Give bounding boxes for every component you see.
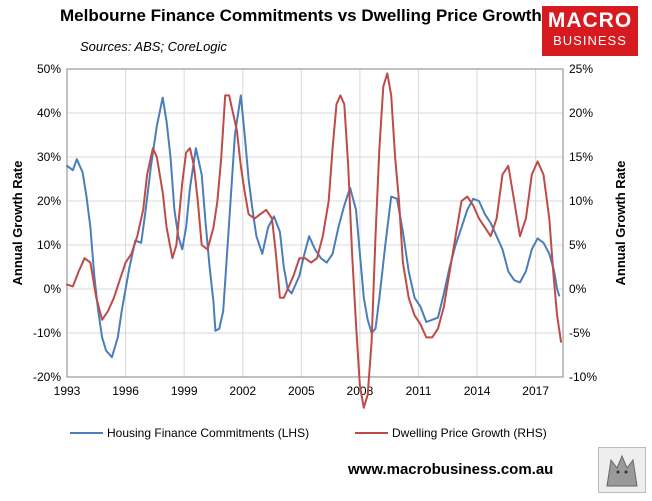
- plot-area-border: [66, 68, 564, 378]
- right-tick-label: 25%: [569, 62, 593, 76]
- right-tick-label: 0%: [569, 282, 587, 296]
- left-tick-label: -10%: [33, 326, 61, 340]
- right-tick-label: 20%: [569, 106, 593, 120]
- left-axis-ticks: 50% 40% 30% 20% 10% 0% -10% -20%: [33, 62, 61, 384]
- series-line-dwelling-price: [66, 72, 562, 409]
- legend: Housing Finance Commitments (LHS) Dwelli…: [70, 426, 547, 440]
- wolf-logo-icon: [598, 447, 646, 493]
- left-tick-label: 0%: [44, 282, 62, 296]
- left-tick-label: 40%: [37, 106, 61, 120]
- macrobusiness-logo: MACRO BUSINESS: [542, 6, 638, 56]
- left-axis-title: Annual Growth Rate: [10, 161, 25, 286]
- right-tick-label: 5%: [569, 238, 587, 252]
- right-axis-title: Annual Growth Rate: [613, 161, 628, 286]
- website-url: www.macrobusiness.com.au: [348, 461, 554, 478]
- series-line-housing-finance: [66, 94, 561, 359]
- series-lines: [66, 72, 562, 409]
- left-tick-label: -20%: [33, 370, 61, 384]
- chart-subtitle: Sources: ABS; CoreLogic: [80, 39, 227, 54]
- left-tick-label: 30%: [37, 150, 61, 164]
- x-tick-label: 2011: [406, 384, 432, 398]
- x-tick-label: 2017: [522, 384, 549, 398]
- right-tick-label: 15%: [569, 150, 593, 164]
- x-tick-label: 1999: [171, 384, 198, 398]
- right-tick-label: 10%: [569, 194, 593, 208]
- x-tick-label: 2014: [464, 384, 491, 398]
- logo-line-1: MACRO: [547, 9, 633, 32]
- x-tick-label: 1996: [112, 384, 139, 398]
- gridlines: [66, 68, 563, 378]
- x-tick-label: 2002: [229, 384, 256, 398]
- chart-title: Melbourne Finance Commitments vs Dwellin…: [60, 6, 542, 25]
- right-tick-label: -5%: [569, 326, 591, 340]
- logo-line-2: BUSINESS: [553, 33, 627, 48]
- right-tick-label: -10%: [569, 370, 597, 384]
- x-tick-label: 2005: [288, 384, 315, 398]
- left-tick-label: 50%: [37, 62, 61, 76]
- right-axis-ticks: 25% 20% 15% 10% 5% 0% -5% -10%: [569, 62, 597, 384]
- legend-label-rhs: Dwelling Price Growth (RHS): [392, 426, 547, 440]
- left-tick-label: 20%: [37, 194, 61, 208]
- x-tick-label: 1993: [54, 384, 81, 398]
- left-tick-label: 10%: [37, 238, 61, 252]
- x-axis-ticks: 1993 1996 1999 2002 2005 2008 2011 2014 2017: [54, 384, 550, 398]
- legend-label-lhs: Housing Finance Commitments (LHS): [107, 426, 309, 440]
